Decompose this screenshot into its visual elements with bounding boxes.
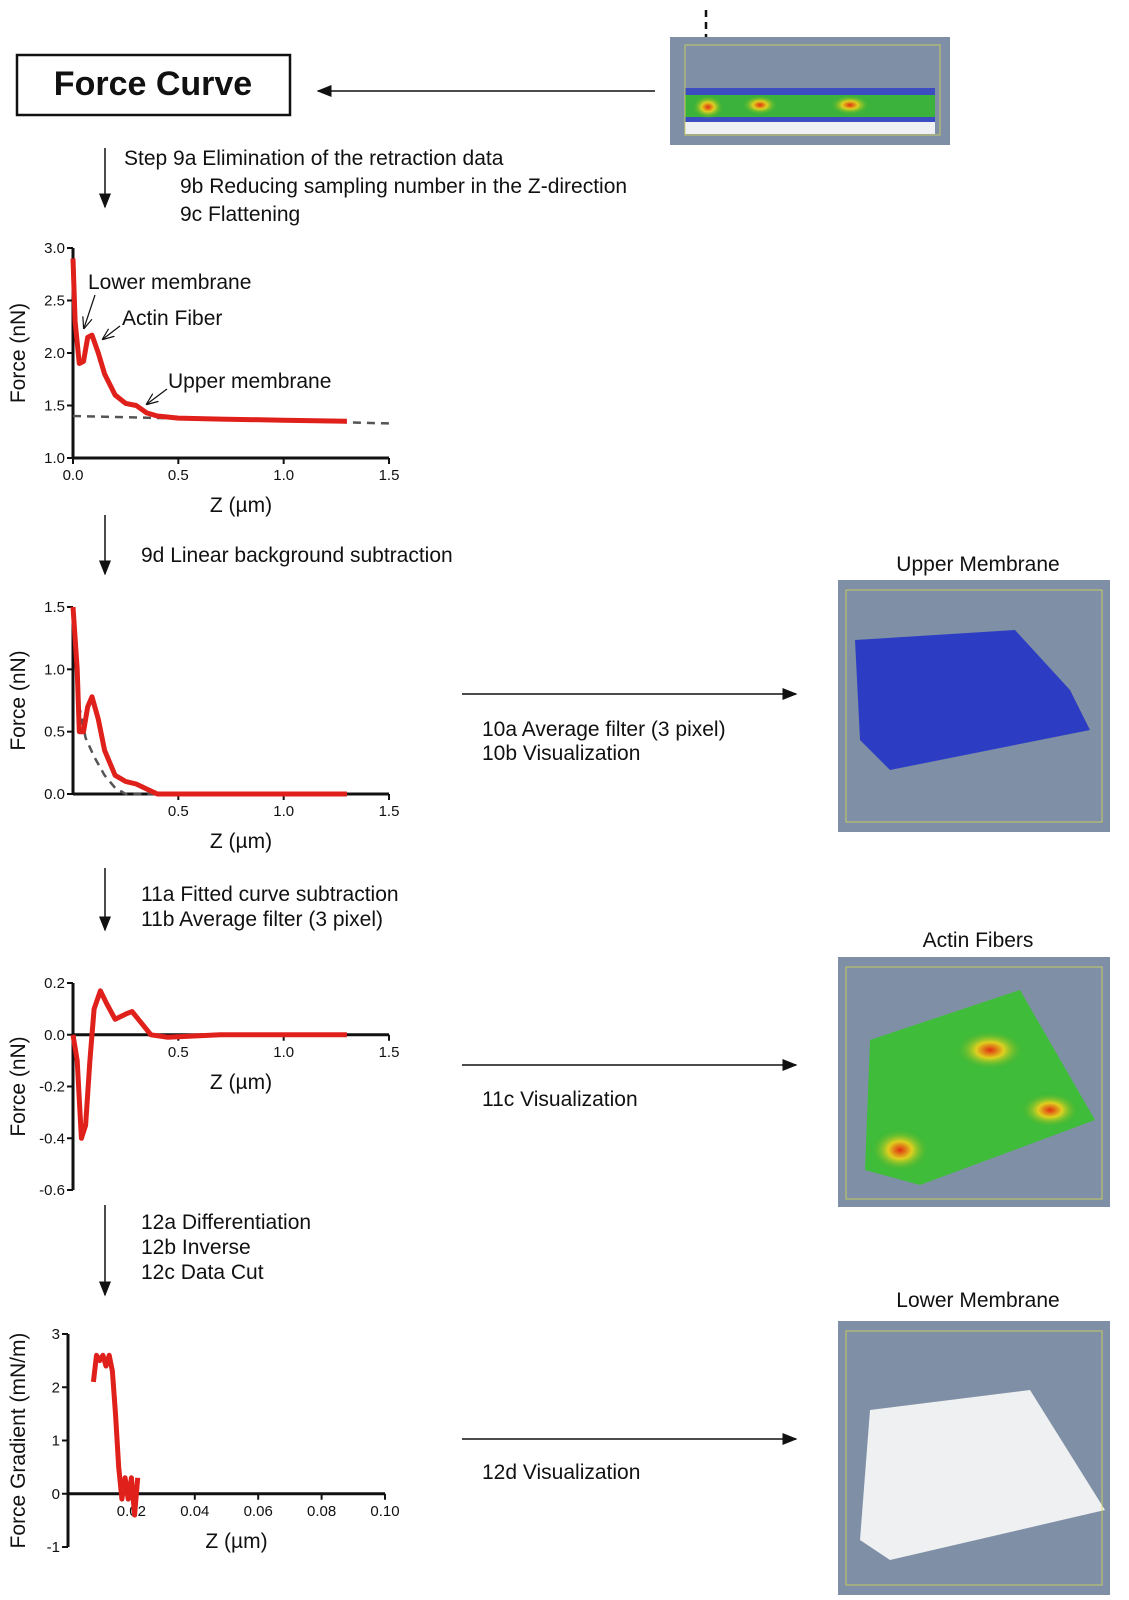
y-tick-label: 3 bbox=[52, 1326, 60, 1343]
x-tick-label: 0.5 bbox=[168, 1044, 189, 1061]
panel-title: Actin Fibers bbox=[923, 929, 1034, 952]
step-text: 9c Flattening bbox=[180, 203, 300, 226]
x-tick-label: 1.5 bbox=[379, 1044, 400, 1061]
step-text: 11a Fitted curve subtraction bbox=[141, 883, 399, 906]
fit-line bbox=[73, 607, 347, 794]
annotation: Actin Fiber bbox=[122, 307, 222, 330]
step-text: 12b Inverse bbox=[141, 1236, 251, 1259]
x-axis-label: Z (µm) bbox=[205, 1530, 267, 1553]
y-tick-label: 1.5 bbox=[44, 599, 65, 616]
y-axis-label: Force Gradient (mN/m) bbox=[7, 1333, 30, 1549]
x-tick-label: 0.08 bbox=[307, 1503, 336, 1520]
x-tick-label: 1.0 bbox=[273, 1044, 294, 1061]
process-text: 12d Visualization bbox=[482, 1461, 640, 1484]
process-text: 10b Visualization bbox=[482, 742, 640, 765]
y-axis-label: Force (nN) bbox=[7, 1036, 30, 1136]
y-tick-label: -0.2 bbox=[39, 1079, 65, 1096]
x-tick-label: 0.0 bbox=[63, 467, 84, 484]
x-tick-label: 0.5 bbox=[168, 803, 189, 820]
x-tick-label: 0.10 bbox=[370, 1503, 399, 1520]
y-axis-label: Force (nN) bbox=[7, 303, 30, 403]
y-axis-label: Force (nN) bbox=[7, 650, 30, 750]
y-tick-label: 1 bbox=[52, 1433, 60, 1450]
y-tick-label: 3.0 bbox=[44, 240, 65, 257]
annotation: Upper membrane bbox=[168, 370, 331, 393]
figure: Force Curve Step 9a Elimination of the r… bbox=[0, 0, 1129, 1595]
annotation: Lower membrane bbox=[88, 271, 251, 294]
step-text: Step 9a Elimination of the retraction da… bbox=[124, 147, 504, 170]
y-tick-label: 0.2 bbox=[44, 975, 65, 992]
y-tick-label: 0.5 bbox=[44, 724, 65, 741]
y-tick-label: 1.0 bbox=[44, 450, 65, 467]
data-line bbox=[73, 607, 347, 794]
y-tick-label: 2 bbox=[52, 1379, 60, 1396]
data-line bbox=[93, 1355, 137, 1515]
volume-images bbox=[670, 37, 1110, 1595]
step-text: 9d Linear background subtraction bbox=[141, 544, 453, 567]
x-tick-label: 1.0 bbox=[273, 467, 294, 484]
y-tick-label: 2.0 bbox=[44, 345, 65, 362]
step-text: 12c Data Cut bbox=[141, 1261, 264, 1284]
panel-title: Lower Membrane bbox=[896, 1289, 1059, 1312]
process-text: 11c Visualization bbox=[482, 1088, 638, 1111]
step-text: 12a Differentiation bbox=[141, 1211, 311, 1234]
x-axis-label: Z (µm) bbox=[210, 830, 272, 853]
title: Force Curve bbox=[54, 65, 252, 103]
y-tick-label: -0.6 bbox=[39, 1182, 65, 1199]
x-tick-label: 1.5 bbox=[379, 467, 400, 484]
x-tick-label: 0.06 bbox=[244, 1503, 273, 1520]
x-tick-label: 0.5 bbox=[168, 467, 189, 484]
y-tick-label: 0.0 bbox=[44, 1027, 65, 1044]
y-tick-label: 1.0 bbox=[44, 661, 65, 678]
x-tick-label: 0.04 bbox=[180, 1503, 209, 1520]
panel-title: Upper Membrane bbox=[896, 553, 1059, 576]
data-line bbox=[73, 991, 347, 1139]
x-tick-label: 1.5 bbox=[379, 803, 400, 820]
y-tick-label: -0.4 bbox=[39, 1130, 65, 1147]
x-tick-label: 1.0 bbox=[273, 803, 294, 820]
y-tick-label: -1 bbox=[47, 1539, 60, 1556]
process-text: 10a Average filter (3 pixel) bbox=[482, 718, 726, 741]
y-tick-label: 1.5 bbox=[44, 398, 65, 415]
y-tick-label: 2.5 bbox=[44, 293, 65, 310]
step-text: 11b Average filter (3 pixel) bbox=[141, 908, 383, 931]
step-text: 9b Reducing sampling number in the Z-dir… bbox=[180, 175, 627, 198]
x-axis-label: Z (µm) bbox=[210, 1071, 272, 1094]
y-tick-label: 0.0 bbox=[44, 786, 65, 803]
y-tick-label: 0 bbox=[52, 1486, 60, 1503]
x-axis-label: Z (µm) bbox=[210, 494, 272, 517]
